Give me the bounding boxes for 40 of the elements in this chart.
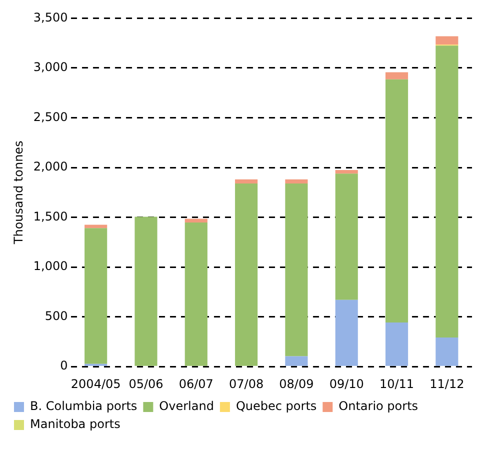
bar [134, 216, 158, 366]
y-tick-label: 0 [60, 358, 68, 373]
x-tick-label: 05/06 [128, 376, 164, 391]
bar [436, 36, 458, 45]
bar [235, 179, 258, 184]
y-tick-label: 2,500 [33, 110, 68, 124]
x-tick-label: 11/12 [430, 376, 464, 391]
bar [285, 356, 308, 366]
x-tick-label: 10/11 [379, 376, 414, 391]
y-tick-label: 2,000 [33, 160, 68, 174]
bar [84, 228, 108, 364]
y-tick-label: 3,000 [33, 60, 68, 74]
bar [436, 338, 458, 366]
x-tick-label: 2004/05 [70, 376, 121, 391]
bar [285, 179, 308, 184]
x-tick-label: 08/09 [279, 376, 314, 391]
y-tick-label: 1,500 [33, 209, 68, 224]
bar [235, 183, 258, 366]
bar [335, 300, 358, 366]
legend-label: Ontario ports [338, 399, 418, 414]
legend-label: Quebec ports [236, 399, 317, 414]
bar [385, 79, 408, 323]
x-tick-label: 06/07 [178, 376, 214, 391]
x-tick-label: 09/10 [329, 376, 364, 391]
legend-label: Overland [159, 399, 214, 414]
bar [335, 174, 358, 300]
bar [385, 322, 408, 366]
y-tick-label: 1,000 [33, 259, 68, 274]
legend-label: B. Columbia ports [30, 399, 138, 414]
bar [335, 170, 358, 174]
y-axis-title: Thousand tonnes [11, 140, 26, 246]
y-tick-label: 500 [44, 308, 68, 323]
bar [184, 222, 208, 366]
bar [184, 218, 208, 222]
bar [285, 183, 308, 356]
bar [385, 72, 408, 80]
legend-label: Manitoba ports [30, 417, 120, 432]
x-tick-label: 07/08 [229, 376, 264, 391]
y-tick-label: 3,500 [33, 10, 68, 24]
bar [436, 46, 458, 338]
